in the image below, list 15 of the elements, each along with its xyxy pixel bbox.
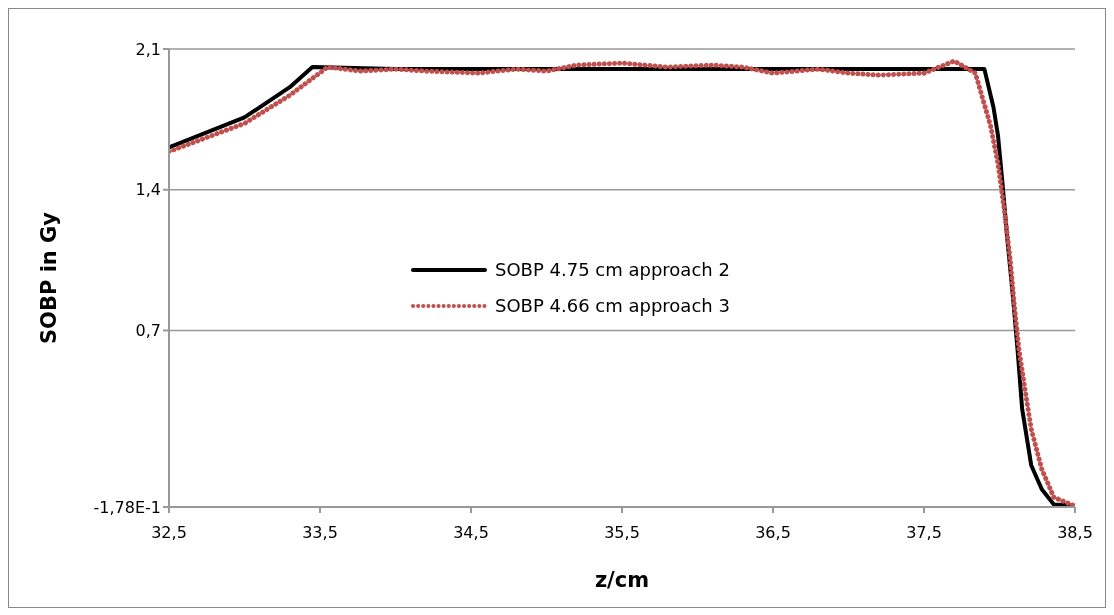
x-tick-label: 34,5 (453, 523, 489, 543)
y-tick-label: 2,1 (135, 39, 161, 59)
x-tick-label: 38,5 (1057, 523, 1093, 543)
legend-label: SOBP 4.66 cm approach 3 (495, 294, 730, 318)
legend-label: SOBP 4.75 cm approach 2 (495, 258, 730, 282)
y-tick-label: -1,78E-1 (93, 497, 161, 517)
x-tick-label: 35,5 (604, 523, 640, 543)
y-tick-label: 1,4 (135, 180, 161, 200)
y-axis-title: SOBP in Gy (37, 211, 62, 345)
y-tick-label: 0,7 (135, 321, 161, 341)
x-tick-label: 32,5 (151, 523, 187, 543)
x-tick-label: 36,5 (755, 523, 791, 543)
x-tick-label: 37,5 (906, 523, 942, 543)
x-axis-title: z/cm (594, 568, 650, 592)
x-tick-label: 33,5 (302, 523, 338, 543)
